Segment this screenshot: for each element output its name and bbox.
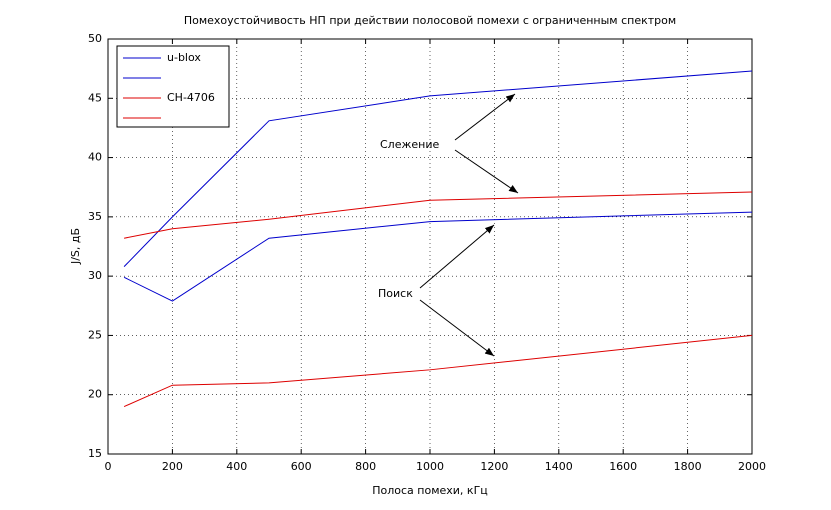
y-tick-label: 50 bbox=[88, 32, 102, 45]
annotation-arrow bbox=[454, 93, 516, 141]
x-tick-label: 200 bbox=[162, 460, 183, 473]
annotation: Поиск bbox=[378, 287, 413, 300]
x-tick-label: 1600 bbox=[609, 460, 637, 473]
y-tick-label: 35 bbox=[88, 210, 102, 223]
data-line bbox=[123, 70, 753, 268]
x-tick-label: 0 bbox=[105, 460, 112, 473]
x-tick-label: 400 bbox=[226, 460, 247, 473]
x-tick-label: 600 bbox=[291, 460, 312, 473]
annotation-arrow bbox=[454, 149, 519, 194]
axes-box bbox=[107, 38, 753, 455]
data-line bbox=[124, 191, 753, 239]
annotation-arrow bbox=[419, 224, 495, 289]
x-tick-label: 1200 bbox=[480, 460, 508, 473]
legend-box bbox=[116, 45, 230, 128]
x-tick-label: 800 bbox=[355, 460, 376, 473]
data-line bbox=[123, 334, 753, 408]
y-tick-label: 20 bbox=[88, 388, 102, 401]
x-tick-label: 2000 bbox=[738, 460, 766, 473]
legend-label: u-blox bbox=[167, 51, 201, 64]
y-tick-label: 40 bbox=[88, 151, 102, 164]
x-tick-label: 1400 bbox=[545, 460, 573, 473]
y-tick-label: 45 bbox=[88, 91, 102, 104]
data-line bbox=[123, 211, 753, 302]
annotation: Слежение bbox=[380, 138, 439, 151]
x-tick-label: 1800 bbox=[674, 460, 702, 473]
chart-title: Помехоустойчивость НП при действии полос… bbox=[184, 14, 676, 27]
legend-label: CH-4706 bbox=[167, 91, 215, 104]
x-axis-label: Полоса помехи, кГц bbox=[372, 484, 488, 497]
x-tick-label: 1000 bbox=[416, 460, 444, 473]
y-tick-label: 30 bbox=[88, 269, 102, 282]
annotation-arrow bbox=[419, 299, 495, 357]
y-axis-label: J/S, дБ bbox=[69, 228, 82, 265]
y-tick-label: 15 bbox=[88, 447, 102, 460]
y-tick-label: 25 bbox=[88, 328, 102, 341]
